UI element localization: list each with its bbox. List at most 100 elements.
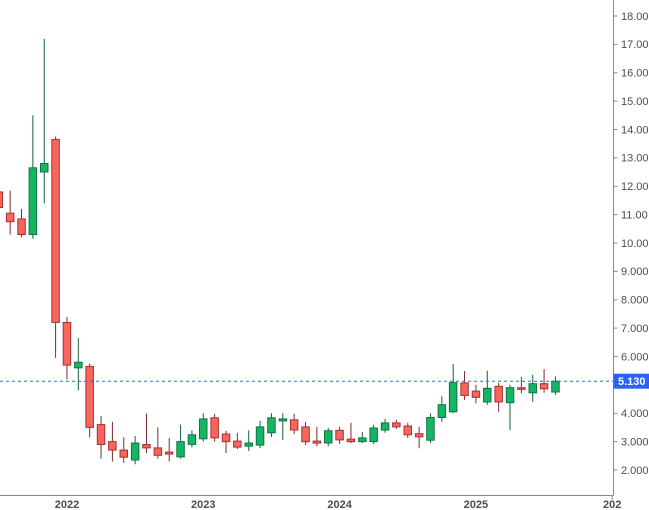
candle-2024-08[interactable]	[414, 426, 424, 449]
candle-2023-05[interactable]	[244, 430, 253, 451]
price-tick-label: 2.000	[621, 465, 649, 477]
candle-2022-03[interactable]	[85, 363, 94, 438]
candle-2025-06[interactable]	[528, 374, 537, 402]
candle-2024-02[interactable]	[346, 422, 356, 443]
candle-2024-11[interactable]	[448, 363, 458, 414]
candle-body	[28, 167, 38, 235]
candle-body	[130, 442, 140, 461]
candle-body	[346, 438, 356, 443]
candle-2021-08[interactable]	[5, 190, 15, 235]
candle-body	[176, 441, 185, 458]
candle-body	[5, 212, 15, 223]
price-tick-label: 17.00	[621, 39, 649, 51]
candle-2022-05[interactable]	[108, 421, 117, 462]
candle-2023-04[interactable]	[233, 433, 242, 449]
candle-2021-10[interactable]	[28, 115, 38, 239]
time-axis[interactable]: 2022 2023 2024 2025 202	[0, 495, 621, 510]
candle-body	[505, 387, 515, 404]
candle-body	[17, 218, 26, 235]
time-tick-label: 2025	[464, 499, 488, 510]
time-tick-label: 2023	[191, 499, 215, 510]
candle-2023-09[interactable]	[289, 413, 299, 434]
price-axis[interactable]: 18.00 17.00 16.00 15.00 14.00 13.00 12.00 11.00…	[613, 0, 649, 496]
candle-2024-07[interactable]	[403, 422, 412, 438]
candle-body	[221, 433, 231, 443]
candle-2025-03[interactable]	[494, 382, 503, 412]
candle-2025-02[interactable]	[483, 370, 492, 405]
candle-body	[380, 422, 390, 431]
candle-2023-10[interactable]	[301, 422, 310, 445]
candle-body	[437, 404, 447, 419]
candle-body	[539, 383, 549, 390]
price-tick-label: 16.00	[621, 68, 649, 80]
candle-2022-09[interactable]	[153, 427, 163, 459]
candle-body	[108, 441, 117, 451]
candle-body	[85, 365, 94, 428]
candle-2025-05[interactable]	[517, 376, 526, 394]
candle-2022-02[interactable]	[74, 338, 83, 391]
candle-2023-07[interactable]	[267, 413, 276, 438]
candle-body	[289, 419, 299, 431]
candle-2021-09[interactable]	[17, 209, 26, 238]
candle-2025-04[interactable]	[505, 384, 515, 430]
candle-2024-06[interactable]	[392, 419, 401, 429]
candle-2024-12[interactable]	[460, 371, 469, 400]
current-price-badge: 5.130	[613, 373, 649, 389]
candle-2023-12[interactable]	[324, 428, 333, 447]
price-tick-label: 15.00	[621, 96, 649, 108]
candle-body	[0, 191, 3, 208]
candle-2024-09[interactable]	[426, 413, 435, 443]
candle-body	[74, 361, 83, 369]
candle-2025-01[interactable]	[471, 384, 481, 404]
candle-body	[40, 163, 49, 173]
candle-body	[324, 430, 333, 444]
candle-body	[267, 417, 276, 434]
candle-body	[483, 387, 492, 403]
candle-2024-05[interactable]	[380, 418, 390, 433]
candle-2022-12[interactable]	[187, 430, 197, 448]
time-tick-label: 2022	[55, 499, 79, 510]
candle-body	[517, 387, 526, 390]
candle-2024-03[interactable]	[358, 432, 367, 443]
candle-2023-03[interactable]	[221, 430, 231, 453]
candle-body	[426, 417, 435, 441]
candle-body	[51, 138, 60, 323]
candle-body	[199, 418, 208, 440]
candle-body	[301, 426, 310, 443]
candle-2021-11[interactable]	[40, 38, 49, 204]
price-tick-label: 13.00	[621, 153, 649, 165]
candle-2024-01[interactable]	[335, 426, 344, 444]
price-tick-label: 12.00	[621, 181, 649, 193]
candle-body	[471, 390, 481, 398]
price-badge-bg	[613, 373, 649, 389]
candle-2022-11[interactable]	[176, 424, 185, 459]
candle-body	[448, 382, 458, 413]
candle-2023-02[interactable]	[210, 413, 219, 442]
candle-body	[62, 322, 72, 366]
candle-body	[460, 382, 469, 396]
candle-body	[153, 447, 163, 456]
candle-2023-06[interactable]	[255, 420, 265, 449]
candle-body	[278, 418, 288, 422]
candle-2022-01[interactable]	[62, 316, 72, 380]
candle-2022-04[interactable]	[96, 416, 106, 459]
price-tick-label: 18.00	[621, 11, 649, 23]
candle-2023-11[interactable]	[312, 426, 322, 447]
candle-2024-10[interactable]	[437, 396, 447, 422]
candle-2023-01[interactable]	[199, 413, 208, 442]
price-tick-label: 4.000	[621, 408, 649, 420]
candle-2025-07[interactable]	[539, 369, 549, 393]
candle-2021-12[interactable]	[51, 136, 60, 358]
candle-2025-08[interactable]	[551, 376, 560, 395]
candle-2023-08[interactable]	[278, 413, 288, 440]
candle-2022-10[interactable]	[164, 437, 174, 462]
candle-2022-08[interactable]	[142, 413, 151, 453]
candle-body	[414, 433, 424, 438]
candle-2022-07[interactable]	[130, 436, 140, 465]
candles-layer[interactable]	[0, 38, 560, 465]
candle-2021-07[interactable]	[0, 191, 3, 215]
candle-body	[528, 383, 537, 394]
candle-2022-06[interactable]	[119, 437, 128, 463]
candle-2024-04[interactable]	[369, 424, 378, 445]
